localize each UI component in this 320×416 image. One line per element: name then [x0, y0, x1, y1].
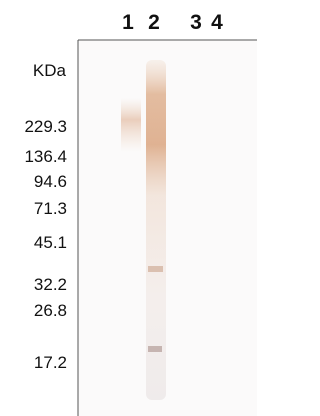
marker-label: 136.4 [24, 147, 67, 166]
lane-1-band [121, 98, 141, 152]
lane-label: 2 [148, 11, 160, 34]
lane-2-band [148, 346, 162, 352]
marker-label: 45.1 [34, 233, 67, 252]
marker-label: 26.8 [34, 301, 67, 320]
membrane [78, 40, 257, 416]
lane-label: 4 [211, 11, 223, 34]
marker-label: 32.2 [34, 275, 67, 294]
marker-label: 94.6 [34, 172, 67, 191]
lane-label: 1 [122, 11, 134, 34]
marker-label: 229.3 [24, 117, 67, 136]
marker-label: 17.2 [34, 353, 67, 372]
lane-label: 3 [190, 11, 202, 34]
lane-2-band [148, 266, 163, 272]
unit-label: KDa [33, 61, 67, 80]
marker-label: 71.3 [34, 199, 67, 218]
